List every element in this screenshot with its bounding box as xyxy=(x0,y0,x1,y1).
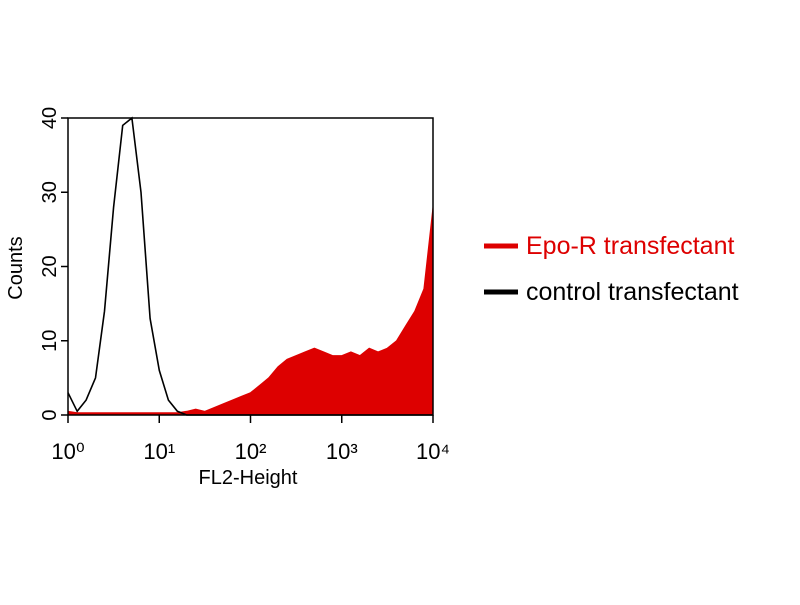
x-tick-label: 10⁴ xyxy=(416,439,450,464)
y-axis-label: Counts xyxy=(5,236,27,299)
y-tick-label: 0 xyxy=(39,409,61,420)
area xyxy=(67,207,434,416)
x-axis-label: FL2-Height xyxy=(199,467,298,489)
legend-label: control transfectant xyxy=(526,278,739,306)
y-tick-label: 40 xyxy=(39,107,61,129)
y-tick-label: 20 xyxy=(39,255,61,277)
x-tick-label: 10⁰ xyxy=(51,439,84,464)
y-tick-label: 10 xyxy=(39,330,61,352)
legend-label: Epo-R transfectant xyxy=(526,232,734,260)
x-tick-label: 10² xyxy=(235,439,267,464)
y-tick-label: 30 xyxy=(39,181,61,203)
x-tick-label: 10¹ xyxy=(143,439,175,464)
x-tick-label: 10³ xyxy=(326,439,358,464)
